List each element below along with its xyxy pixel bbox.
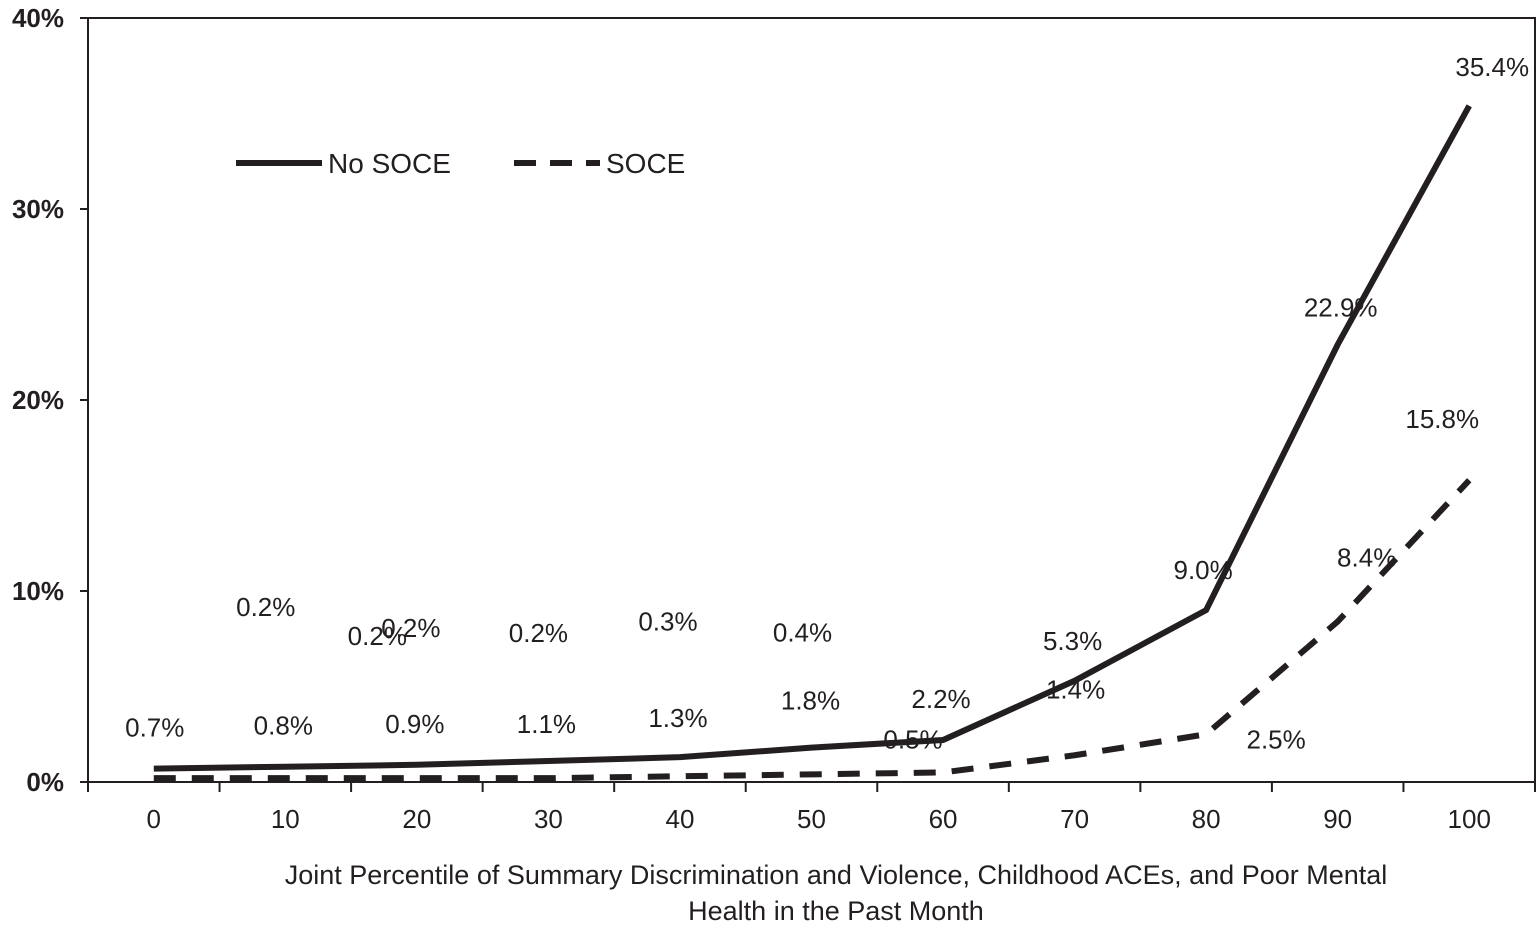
axis-layer: 0% 10% 20% 30% 40% 0 10 20 30 40 50 60 70 80 90 100 Join… bbox=[12, 3, 1536, 926]
series-layer bbox=[153, 104, 1472, 782]
y-tick-label: 30% bbox=[12, 194, 64, 224]
x-tick-label: 100 bbox=[1448, 804, 1491, 834]
x-tick-label: 60 bbox=[929, 804, 958, 834]
x-tick-label: 10 bbox=[271, 804, 300, 834]
data-label-soce: 0.2% bbox=[509, 618, 568, 648]
x-tick-label: 20 bbox=[402, 804, 431, 834]
data-label-no-soce: 0.9% bbox=[385, 709, 444, 739]
x-tick-label: 40 bbox=[665, 804, 694, 834]
data-label-soce: 0.4% bbox=[773, 617, 832, 647]
data-label-no-soce: 0.8% bbox=[254, 711, 313, 741]
y-tick-label: 40% bbox=[12, 3, 64, 33]
y-tick-label: 20% bbox=[12, 385, 64, 415]
data-label-no-soce: 35.4% bbox=[1455, 52, 1529, 82]
data-label-no-soce: 5.3% bbox=[1043, 626, 1102, 656]
data-label-layer: 0.7% 0.8% 0.9% 1.1% 1.3% 1.8% 2.2% 5.3% 9.0% 22.9… bbox=[125, 52, 1529, 755]
series-line-no-soce bbox=[153, 104, 1472, 772]
legend-label-no-soce: No SOCE bbox=[328, 148, 451, 179]
plot-frame bbox=[87, 17, 1536, 783]
data-label-soce: 0.3% bbox=[638, 606, 697, 636]
data-label-soce: 8.4% bbox=[1337, 543, 1396, 573]
data-label-no-soce: 2.2% bbox=[911, 684, 970, 714]
data-label-soce: 1.4% bbox=[1046, 674, 1105, 704]
x-tick-label: 50 bbox=[797, 804, 826, 834]
y-tick-label: 10% bbox=[12, 576, 64, 606]
x-axis-title-line: Health in the Past Month bbox=[688, 896, 984, 926]
data-label-no-soce: 1.1% bbox=[517, 709, 576, 739]
data-label-no-soce: 1.3% bbox=[648, 703, 707, 733]
data-label-soce: 0.2% bbox=[381, 613, 440, 643]
data-label-no-soce: 9.0% bbox=[1174, 555, 1233, 585]
data-label-soce: 0.5% bbox=[883, 724, 942, 754]
data-label-soce: 0.2% bbox=[236, 592, 295, 622]
data-label-soce: 0.2% bbox=[348, 621, 407, 651]
y-tick-label: 0% bbox=[26, 767, 64, 797]
x-tick-label: 30 bbox=[534, 804, 563, 834]
y-tick-marks bbox=[80, 17, 88, 783]
data-label-no-soce: 22.9% bbox=[1304, 293, 1378, 323]
legend-label-soce: SOCE bbox=[606, 148, 685, 179]
x-tick-label: 80 bbox=[1192, 804, 1221, 834]
x-tick-label: 90 bbox=[1323, 804, 1352, 834]
legend: No SOCE SOCE bbox=[236, 148, 685, 179]
data-label-soce: 2.5% bbox=[1247, 724, 1306, 754]
data-label-no-soce: 0.7% bbox=[125, 713, 184, 743]
x-axis-title-line: Joint Percentile of Summary Discriminati… bbox=[285, 860, 1388, 890]
data-label-no-soce: 1.8% bbox=[781, 686, 840, 716]
data-label-soce: 15.8% bbox=[1405, 404, 1479, 434]
x-tick-label: 0 bbox=[147, 804, 161, 834]
x-tick-label: 70 bbox=[1060, 804, 1089, 834]
